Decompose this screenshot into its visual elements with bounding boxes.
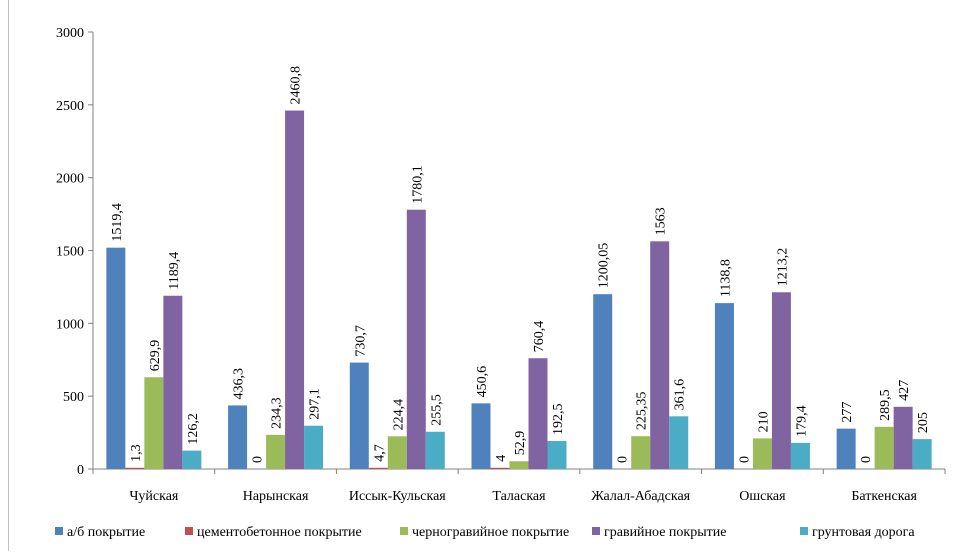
data-label: 205 (916, 412, 931, 433)
data-label: 224,4 (391, 399, 406, 431)
data-label: 0 (859, 456, 874, 463)
data-label: 450,6 (475, 366, 490, 398)
data-label: 629,9 (148, 340, 163, 372)
y-tick-label: 500 (63, 390, 84, 405)
bar (163, 295, 183, 469)
legend-swatch (55, 527, 63, 535)
bar (912, 439, 932, 469)
data-label: 1213,2 (775, 248, 790, 287)
data-label: 436,3 (232, 368, 247, 399)
data-label: 255,5 (429, 394, 444, 426)
bar (425, 431, 445, 469)
data-label: 179,4 (794, 405, 809, 437)
legend-swatch (592, 527, 600, 535)
bar (650, 241, 670, 469)
x-tick-label: Иссык-Кульская (349, 489, 446, 504)
bar (669, 416, 689, 469)
bar (406, 209, 426, 469)
data-label: 1519,4 (110, 203, 125, 242)
data-label: 760,4 (532, 321, 547, 353)
bar (893, 406, 913, 469)
bar (182, 450, 202, 469)
y-tick-label: 0 (77, 463, 84, 478)
data-label: 0 (616, 456, 631, 463)
bar (752, 438, 772, 469)
data-label: 225,35 (635, 392, 650, 431)
legend-label: грунтовая дорога (812, 525, 915, 540)
data-label: 1563 (654, 207, 669, 235)
data-label: 52,9 (513, 431, 528, 456)
y-tick-label: 1500 (56, 245, 84, 260)
x-tick-label: Талаская (492, 489, 546, 504)
bar (631, 436, 651, 469)
x-tick-label: Чуйская (129, 489, 179, 504)
data-label: 0 (251, 456, 266, 463)
data-label: 234,3 (270, 397, 285, 429)
data-label: 1189,4 (167, 252, 182, 290)
bar (266, 434, 286, 469)
y-tick-label: 3000 (56, 26, 84, 41)
bar (547, 440, 567, 469)
data-label: 210 (756, 411, 771, 432)
axes: 0 500 1000 1500 2000 2500 3000 Чуйская Нарынская… (56, 26, 946, 504)
bar (714, 303, 734, 469)
data-label: 1,3 (129, 444, 144, 462)
legend-label: а/б покрытие (67, 525, 145, 540)
y-tick-label: 2000 (56, 172, 84, 187)
bar (387, 436, 407, 469)
data-label: 1780,1 (410, 165, 425, 204)
bar (790, 442, 810, 469)
bar (771, 292, 791, 469)
data-label: 4,7 (372, 444, 387, 462)
bar (368, 467, 388, 469)
data-label: 1138,8 (718, 259, 733, 297)
data-labels: 1519,4 1,3 629,9 1189,4 126,2 436,3 0 234,3 2460… (110, 66, 931, 463)
bar (106, 247, 126, 469)
data-label: 4 (494, 455, 509, 462)
bar (528, 358, 548, 469)
data-label: 0 (737, 456, 752, 463)
bar (490, 467, 510, 469)
legend-swatch (800, 527, 808, 535)
data-label: 277 (840, 402, 855, 423)
bar (836, 428, 856, 469)
bar (304, 425, 324, 469)
page-left-rule (8, 0, 9, 551)
x-tick-label: Нарынская (243, 489, 309, 504)
bar (593, 294, 613, 469)
bar (874, 426, 894, 469)
x-tick-label: Ошская (739, 489, 786, 504)
data-label: 1200,05 (597, 243, 612, 289)
bars (106, 110, 932, 470)
data-label: 427 (897, 380, 912, 401)
y-tick-label: 1000 (56, 317, 84, 332)
legend-swatch (400, 527, 408, 535)
bar (509, 461, 529, 469)
data-label: 361,6 (673, 379, 688, 411)
data-label: 2460,8 (289, 66, 304, 105)
data-label: 192,5 (551, 403, 566, 435)
legend-label: гравийное покрытие (604, 525, 726, 540)
bar (471, 403, 491, 469)
legend-label: цементобетонное покрытие (197, 525, 362, 540)
x-tick-label: Баткенская (851, 489, 917, 504)
legend-swatch (185, 527, 193, 535)
data-label: 289,5 (878, 389, 893, 421)
x-tick-label: Жалал-Абадская (591, 489, 690, 504)
data-label: 126,2 (186, 413, 201, 445)
bar (125, 467, 145, 469)
data-label: 730,7 (353, 325, 368, 357)
bar (349, 362, 369, 469)
legend-label: черногравийное покрытие (412, 525, 569, 540)
data-label: 297,1 (308, 388, 323, 420)
bar (285, 110, 305, 470)
y-tick-label: 2500 (56, 99, 84, 114)
bar (228, 405, 248, 469)
bar (144, 377, 164, 469)
legend: а/б покрытие цементобетонное покрытие черн… (55, 525, 915, 540)
